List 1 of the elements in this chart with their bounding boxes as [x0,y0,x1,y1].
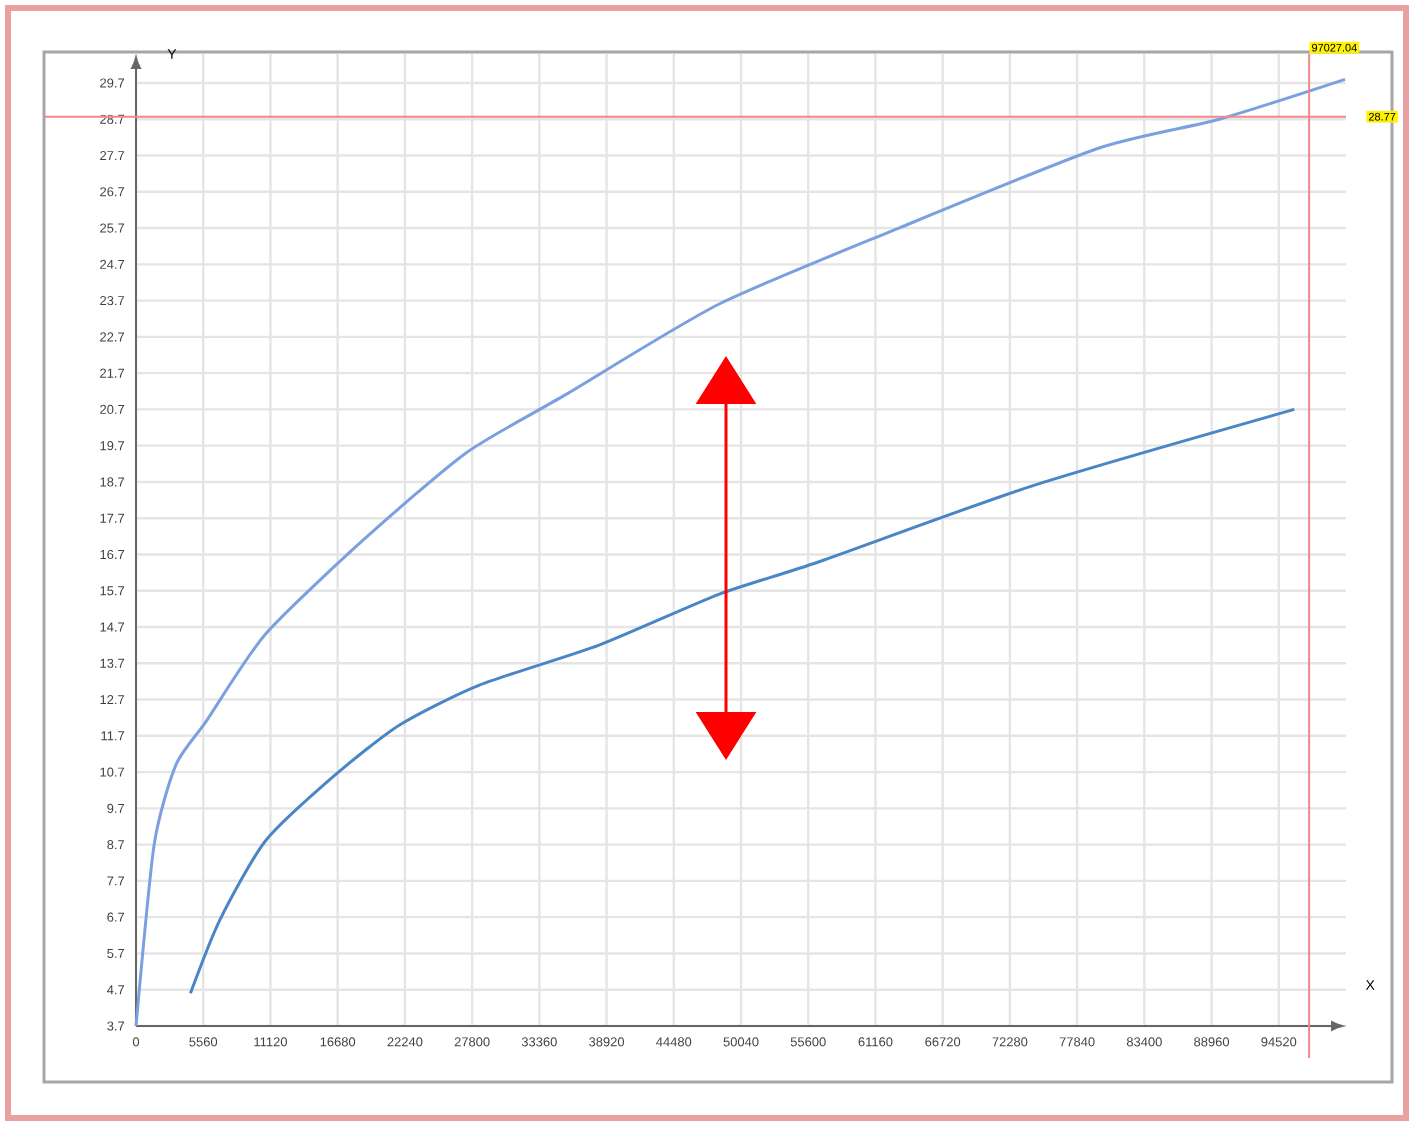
line-series [188,407,1296,995]
